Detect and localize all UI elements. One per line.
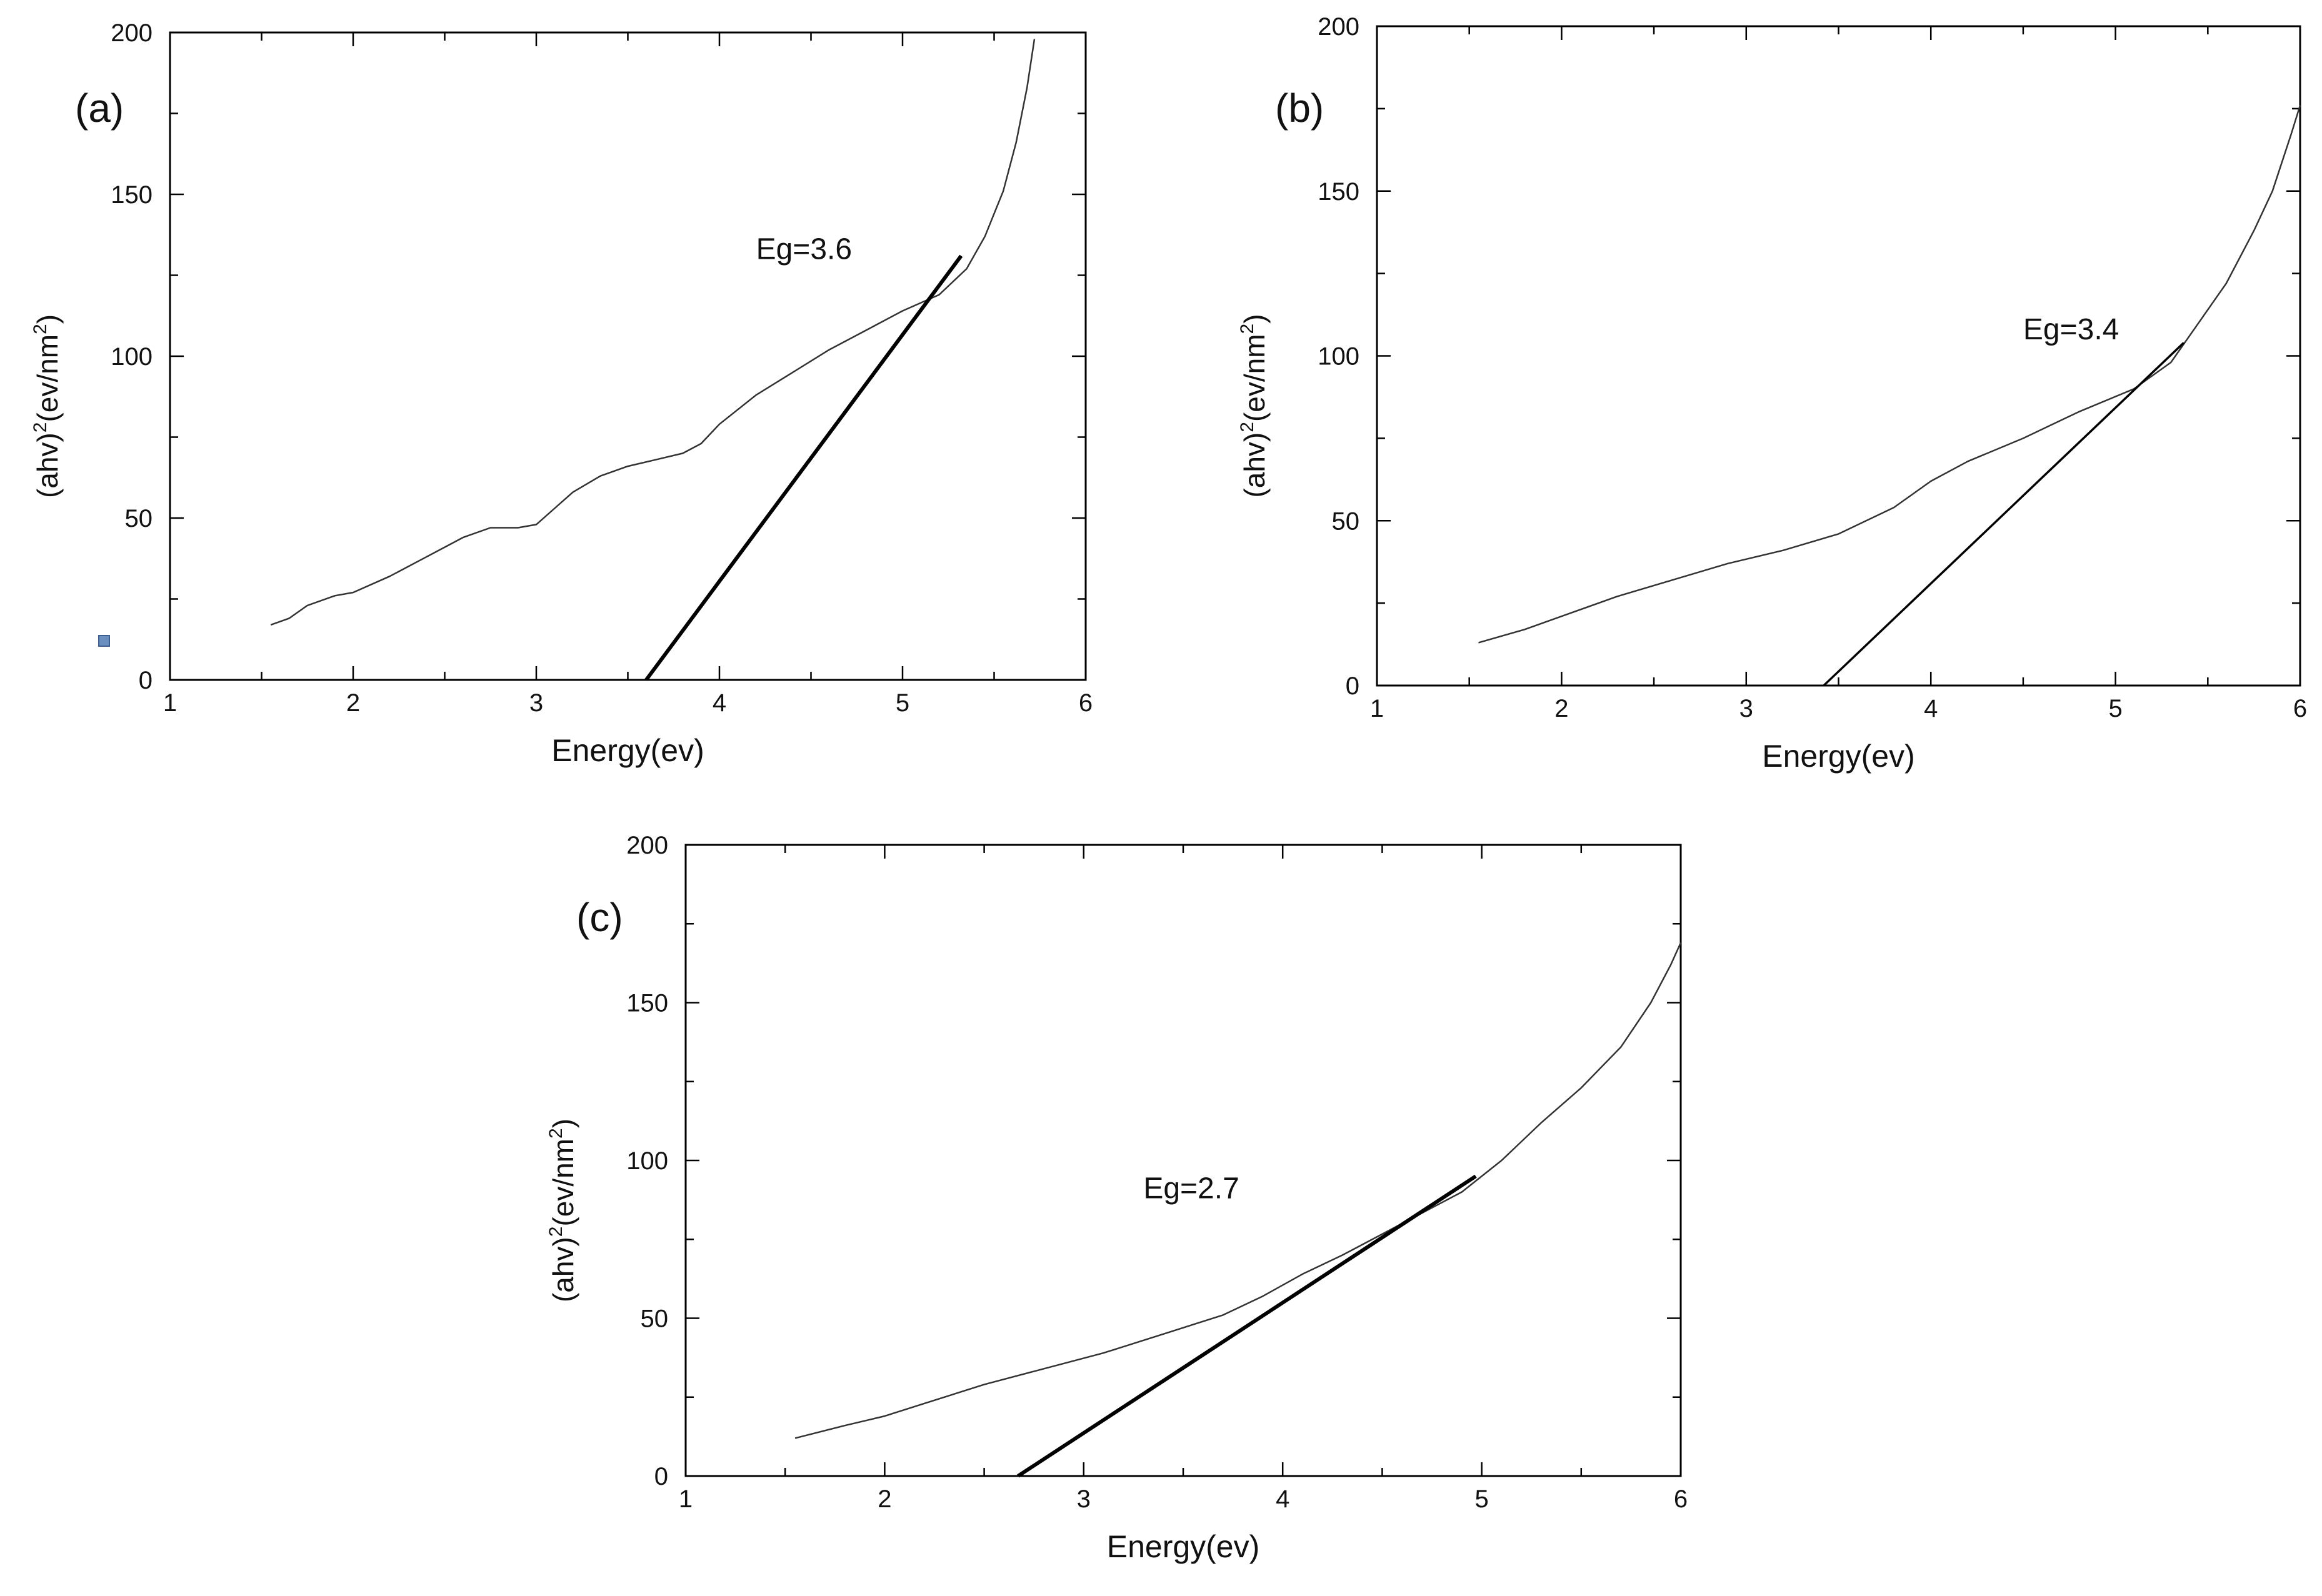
chart-c-x-tick-label: 1 xyxy=(679,1485,693,1513)
chart-c-series-line xyxy=(794,942,1682,1439)
chart-c-y-tick-label: 150 xyxy=(626,990,668,1017)
chart-b-x-axis-label: Energy(ev) xyxy=(1762,739,1915,774)
chart-c-y-axis-label: (ahv)2(ev/nm2) xyxy=(546,1119,579,1302)
chart-c-y-tick-label: 0 xyxy=(654,1463,668,1490)
chart-c-x-tick-label: 5 xyxy=(1474,1485,1488,1513)
chart-a-series-line xyxy=(270,39,1036,626)
chart-b-x-tick-label: 4 xyxy=(1924,695,1938,722)
chart-a-y-tick-label: 50 xyxy=(125,505,153,532)
chart-c-x-axis-label: Energy(ev) xyxy=(1107,1529,1260,1564)
chart-a-x-tick-label: 6 xyxy=(1079,689,1093,717)
chart-a-y-axis-label-p2: (ev/nm xyxy=(31,334,64,422)
chart-b-annotation: Eg=3.4 xyxy=(2023,313,2119,346)
chart-a: 1 2 3 4 5 6050100150200Energy(ev)(ahv)2(ev/nm… xyxy=(30,19,1093,768)
chart-b-plot-frame xyxy=(1376,25,2301,687)
chart-c-x-tick-label: 6 xyxy=(1674,1485,1688,1513)
chart-c-annotation: Eg=2.7 xyxy=(1143,1172,1239,1205)
chart-b-y-axis-label-p3: ) xyxy=(1238,314,1271,323)
chart-a-y-axis-label-sup2: 2 xyxy=(30,324,51,334)
chart-b-y-axis-label-sup2: 2 xyxy=(1237,324,1258,334)
chart-b-y-tick-label: 150 xyxy=(1318,178,1359,206)
chart-c-plot-frame xyxy=(684,844,1682,1477)
chart-a-x-axis-label: Energy(ev) xyxy=(551,733,704,768)
chart-a-y-tick-label: 150 xyxy=(111,181,153,209)
chart-b-fit-line xyxy=(1823,342,2185,687)
chart-c-y-tick-label: 50 xyxy=(641,1305,669,1333)
chart-b-x-tick-label: 3 xyxy=(1739,695,1753,722)
chart-a-x-tick-label: 5 xyxy=(896,689,909,717)
chart-a-panel-label: (a) xyxy=(75,86,124,131)
chart-b-x-tick-label: 6 xyxy=(2293,695,2307,722)
chart-c-panel-label: (c) xyxy=(576,895,623,940)
chart-b-y-axis-label-sup1: 2 xyxy=(1237,422,1258,432)
chart-a-x-tick-label: 4 xyxy=(713,689,726,717)
chart-a-y-axis-label-sup1: 2 xyxy=(30,422,51,433)
chart-a-y-tick-label: 0 xyxy=(139,667,153,694)
chart-b-x-tick-label: 5 xyxy=(2108,695,2122,722)
chart-a-fit-line xyxy=(644,254,963,681)
chart-a-x-tick-label: 2 xyxy=(346,689,360,717)
chart-c: 1 2 3 4 5 6050100150200Energy(ev)(ahv)2(ev/nm… xyxy=(546,832,1688,1564)
chart-b-panel-label: (b) xyxy=(1275,86,1324,131)
legend-marker xyxy=(98,635,110,647)
chart-c-y-axis-label-sup2: 2 xyxy=(546,1128,566,1139)
chart-b-y-tick-label: 200 xyxy=(1318,13,1359,41)
chart-c-y-tick-label: 100 xyxy=(626,1147,668,1175)
chart-c-y-axis-label-p3: ) xyxy=(547,1119,579,1128)
chart-b-y-tick-label: 0 xyxy=(1346,672,1359,700)
chart-b-series-line xyxy=(1478,105,2301,644)
chart-a-y-tick-label: 100 xyxy=(111,343,153,371)
chart-c-fit-line xyxy=(1017,1174,1477,1478)
chart-a-y-axis-label-p3: ) xyxy=(31,314,64,324)
chart-a-x-tick-label: 1 xyxy=(163,689,177,717)
chart-c-x-tick-label: 2 xyxy=(878,1485,891,1513)
chart-c-x-tick-label: 4 xyxy=(1276,1485,1289,1513)
chart-a-plot-frame xyxy=(169,31,1087,681)
chart-b-y-axis-label-p2: (ev/nm xyxy=(1238,334,1271,422)
chart-b-x-tick-label: 1 xyxy=(1370,695,1384,722)
chart-a-y-axis-label-p1: (ahv) xyxy=(31,432,64,498)
chart-b: 1 2 3 4 5 6050100150200Energy(ev)(ahv)2(ev/nm… xyxy=(1237,13,2307,774)
chart-a-y-tick-label: 200 xyxy=(111,19,153,47)
chart-a-x-tick-label: 3 xyxy=(529,689,543,717)
chart-b-x-tick-label: 2 xyxy=(1554,695,1568,722)
chart-b-y-tick-label: 50 xyxy=(1332,507,1360,535)
chart-b-y-axis-label: (ahv)2(ev/nm2) xyxy=(1237,314,1271,497)
chart-c-y-axis-label-p2: (ev/nm xyxy=(547,1139,579,1227)
chart-b-y-tick-label: 100 xyxy=(1318,343,1359,371)
chart-a-annotation: Eg=3.6 xyxy=(756,233,852,266)
chart-c-y-tick-label: 200 xyxy=(626,832,668,859)
chart-c-y-axis-label-p1: (ahv) xyxy=(547,1237,579,1302)
chart-c-x-tick-label: 3 xyxy=(1077,1485,1091,1513)
chart-b-y-axis-label-p1: (ahv) xyxy=(1238,432,1271,498)
chart-c-y-axis-label-sup1: 2 xyxy=(546,1227,566,1237)
chart-a-y-axis-label: (ahv)2(ev/nm2) xyxy=(30,314,64,498)
